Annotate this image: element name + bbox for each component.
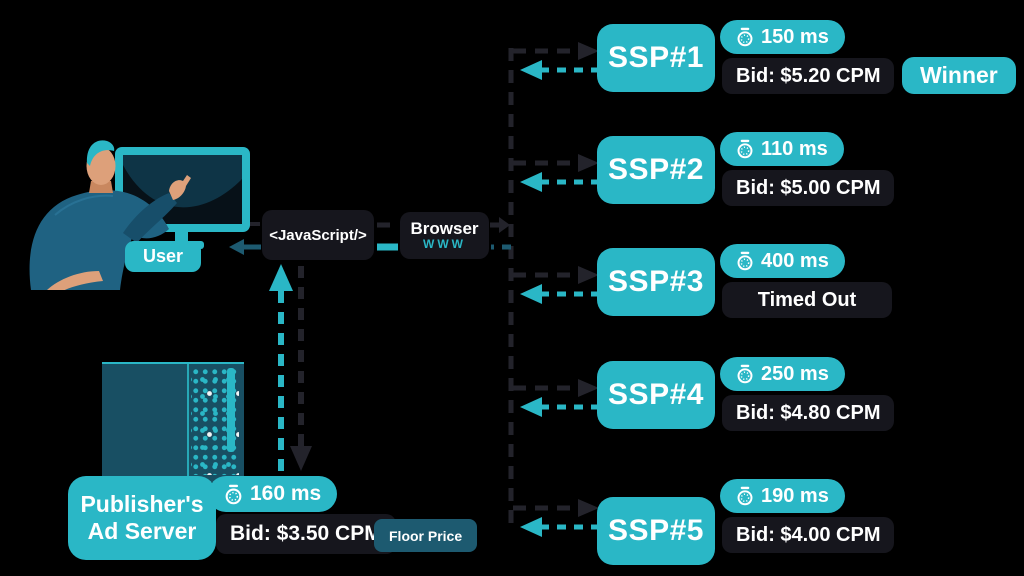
stopwatch-icon	[737, 139, 753, 159]
ssp-3-box: SSP#3	[597, 248, 715, 316]
stopwatch-icon	[737, 27, 753, 47]
ssp-4-latency: 250 ms	[761, 362, 829, 385]
floor-price-badge: Floor Price	[374, 519, 478, 552]
ssp-2-box: SSP#2	[597, 136, 715, 204]
javascript-box: <JavaScript/>	[262, 210, 374, 260]
user-person-icon	[29, 140, 191, 290]
publisher-to-js-arrow	[269, 264, 293, 477]
ssp-1-latency-badge: 150 ms	[720, 20, 845, 54]
ssp-3-latency-badge: 400 ms	[720, 244, 845, 278]
response-arrow-ssp3	[520, 284, 600, 304]
user-label: User	[142, 246, 184, 266]
ssp-5-latency: 190 ms	[761, 484, 829, 507]
ssp-4-box: SSP#4	[597, 361, 715, 429]
ssp-3-timeout-box: Timed Out	[722, 282, 892, 318]
js-to-publisher-arrow	[290, 266, 312, 471]
user-monitor-illustration	[29, 140, 250, 290]
stopwatch-icon	[225, 484, 242, 504]
stopwatch-icon	[737, 486, 753, 506]
ssp-3-latency: 400 ms	[761, 249, 829, 272]
browser-label: Browser	[410, 218, 479, 238]
ssp-1-box: SSP#1	[597, 24, 715, 92]
ssp-2-latency: 110 ms	[761, 137, 828, 160]
ssp-1-latency: 150 ms	[761, 25, 829, 48]
user-badge: User	[125, 241, 201, 272]
winner-label: Winner	[920, 62, 998, 88]
publisher-ad-server-box: Publisher's Ad Server	[68, 476, 216, 560]
publisher-latency-badge: 160 ms	[208, 476, 338, 512]
ssp-5-bid-box: Bid: $4.00 CPM	[722, 517, 895, 553]
request-arrow-ssp3	[513, 266, 599, 284]
server-divider	[187, 362, 189, 480]
publisher-name-line1: Publisher's	[80, 490, 204, 517]
ssp-5-latency-badge: 190 ms	[720, 479, 845, 513]
ssp-4-bid-box: Bid: $4.80 CPM	[722, 395, 895, 431]
stopwatch-icon	[737, 364, 753, 384]
publisher-name-line2: Ad Server	[87, 518, 197, 544]
ssp-4-latency-badge: 250 ms	[720, 357, 845, 391]
ssp-2-bid-box: Bid: $5.00 CPM	[722, 170, 895, 206]
publisher-latency: 160 ms	[250, 482, 322, 505]
response-arrow-ssp1	[520, 60, 600, 80]
browser-box: Browser WWW	[400, 212, 489, 259]
publisher-bid-box: Bid: $3.50 CPM	[216, 514, 396, 554]
floor-price-label: Floor Price	[389, 527, 463, 544]
javascript-label: <JavaScript/>	[269, 226, 367, 244]
request-arrow-ssp2	[513, 154, 599, 172]
ssp-1-bid-box: Bid: $5.20 CPM	[722, 58, 895, 94]
response-arrow-ssp2	[520, 172, 600, 192]
request-arrow-ssp4	[513, 379, 599, 397]
ssp-5-box: SSP#5	[597, 497, 715, 565]
browser-www-label: WWW	[423, 237, 466, 252]
browser-to-bus-arrow	[490, 217, 510, 233]
request-arrow-ssp1	[513, 42, 599, 60]
response-arrow-ssp5	[520, 517, 600, 537]
response-arrow-ssp4	[520, 397, 600, 417]
ssp-2-latency-badge: 110 ms	[720, 132, 844, 166]
publisher-bid: Bid: $3.50 CPM	[230, 522, 382, 545]
winner-badge: Winner	[902, 57, 1016, 94]
request-arrow-ssp5	[513, 499, 599, 517]
stopwatch-icon	[737, 251, 753, 271]
server-side-bar	[227, 368, 235, 452]
